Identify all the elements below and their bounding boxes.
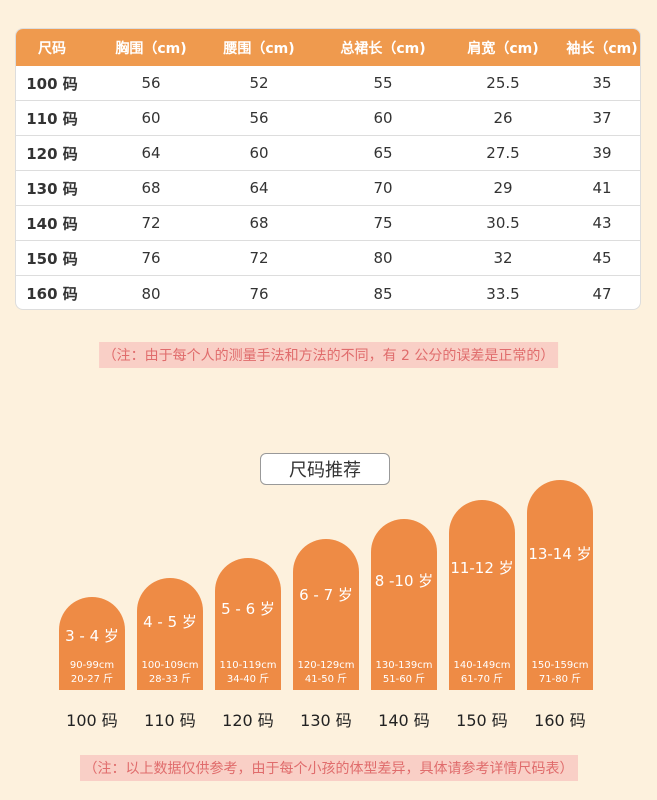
- header-cell: 总裙长（cm): [340, 40, 426, 57]
- height-range: 130-139cm: [375, 660, 433, 671]
- table-cell: 29: [493, 179, 513, 197]
- table-cell: 150 码: [26, 249, 78, 268]
- table-cell: 33.5: [486, 284, 520, 303]
- table-cell: 64: [249, 179, 269, 197]
- header-row: 尺码 胸围（cm) 腰围（cm) 总裙长（cm) 肩宽（cm) 袖长（cm): [16, 29, 640, 66]
- table-cell: 70: [373, 179, 393, 197]
- weight-range: 71-80 斤: [538, 674, 582, 685]
- table-cell: 32: [493, 249, 513, 267]
- age-label: 5 - 6 岁: [221, 599, 275, 618]
- table-cell: 43: [592, 214, 612, 232]
- age-bar: 6 - 7 岁 120-129cm 41-50 斤: [293, 538, 359, 690]
- height-range: 110-119cm: [219, 660, 277, 671]
- table-cell: 52: [249, 74, 269, 92]
- table-row: 100 码 56 52 55 25.5 35: [16, 66, 640, 101]
- height-range: 100-109cm: [141, 660, 199, 671]
- table-cell: 100 码: [26, 74, 78, 93]
- table-cell: 80: [373, 249, 393, 267]
- weight-range: 61-70 斤: [460, 674, 504, 685]
- size-table: 尺码 胸围（cm) 腰围（cm) 总裙长（cm) 肩宽（cm) 袖长（cm) 100 码 56…: [15, 28, 641, 310]
- table-cell: 76: [141, 249, 161, 267]
- header-cell: 腰围（cm): [223, 40, 295, 57]
- height-range: 150-159cm: [531, 660, 589, 671]
- size-label: 140 码: [378, 711, 430, 730]
- table-cell: 120 码: [26, 144, 78, 163]
- table-cell: 30.5: [486, 214, 520, 232]
- table-cell: 68: [249, 214, 269, 232]
- table-cell: 72: [141, 214, 161, 232]
- size-label: 160 码: [534, 711, 586, 730]
- header-cell: 尺码: [38, 40, 66, 57]
- note: （注：以上数据仅供参考，由于每个小孩的体型差异，具体请参考详情尺码表）: [79, 755, 578, 781]
- age-bar: 8 -10 岁 130-139cm 51-60 斤: [371, 519, 437, 690]
- table-cell: 39: [592, 144, 612, 162]
- age-bar: 5 - 6 岁 110-119cm 34-40 斤: [215, 558, 281, 690]
- table-row: 160 码 80 76 85 33.5 47: [16, 276, 640, 309]
- height-range: 140-149cm: [453, 660, 511, 671]
- weight-range: 51-60 斤: [382, 674, 426, 685]
- table-cell: 72: [249, 249, 269, 267]
- age-label: 4 - 5 岁: [143, 613, 197, 632]
- size-label: 120 码: [222, 711, 274, 730]
- table-cell: 37: [592, 109, 612, 127]
- table-cell: 27.5: [486, 144, 520, 162]
- table-cell: 35: [592, 74, 612, 92]
- age-label: 11-12 岁: [450, 558, 514, 577]
- height-range: 120-129cm: [297, 660, 355, 671]
- table-cell: 110 码: [26, 109, 78, 128]
- table-cell: 80: [141, 284, 161, 303]
- table-cell: 76: [249, 284, 269, 303]
- table-cell: 75: [373, 214, 393, 232]
- table-cell: 55: [373, 74, 393, 92]
- weight-range: 28-33 斤: [148, 674, 192, 685]
- size-label: 150 码: [456, 711, 508, 730]
- note: （注：由于每个人的测量手法和方法的不同，有 2 公分的误差是正常的）: [98, 342, 559, 368]
- table-cell: 60: [249, 144, 269, 162]
- size-label: 100 码: [66, 711, 118, 730]
- table-cell: 85: [373, 284, 393, 303]
- height-range: 90-99cm: [69, 660, 115, 671]
- table-cell: 56: [141, 74, 161, 92]
- header-cell: 袖长（cm): [566, 40, 638, 57]
- age-bar: 4 - 5 岁 100-109cm 28-33 斤: [137, 577, 203, 690]
- table-row: 120 码 64 60 65 27.5 39: [16, 136, 640, 171]
- header-cell: 胸围（cm): [115, 40, 187, 57]
- table-row: 140 码 72 68 75 30.5 43: [16, 206, 640, 241]
- weight-range: 41-50 斤: [304, 674, 348, 685]
- table-row: 110 码 60 56 60 26 37: [16, 101, 640, 136]
- table-cell: 60: [373, 109, 393, 127]
- table-cell: 160 码: [26, 285, 78, 303]
- weight-range: 20-27 斤: [70, 674, 114, 685]
- age-bar: 13-14 岁 150-159cm 71-80 斤: [527, 480, 593, 690]
- table-cell: 26: [493, 109, 513, 127]
- age-label: 13-14 岁: [528, 545, 592, 563]
- header-cell: 肩宽（cm): [467, 40, 539, 57]
- age-label: 6 - 7 岁: [299, 585, 353, 604]
- size-label: 110 码: [144, 711, 196, 730]
- section-title: 尺码推荐: [260, 453, 390, 485]
- age-label: 3 - 4 岁: [65, 626, 119, 645]
- size-label: 130 码: [300, 711, 352, 730]
- table-cell: 68: [141, 179, 161, 197]
- age-label: 8 -10 岁: [374, 572, 434, 591]
- table-cell: 25.5: [486, 74, 520, 92]
- table-cell: 41: [592, 179, 612, 197]
- table-cell: 65: [373, 144, 393, 162]
- table-cell: 140 码: [26, 214, 78, 233]
- table-cell: 60: [141, 109, 161, 127]
- table-cell: 130 码: [26, 179, 78, 198]
- table-row: 150 码 76 72 80 32 45: [16, 241, 640, 276]
- age-bar: 3 - 4 岁 90-99cm 20-27 斤: [59, 597, 125, 690]
- table-cell: 64: [141, 144, 161, 162]
- table-cell: 47: [592, 284, 612, 303]
- age-bar: 11-12 岁 140-149cm 61-70 斤: [449, 499, 515, 690]
- table-cell: 56: [249, 109, 269, 127]
- table-cell: 45: [592, 249, 612, 267]
- weight-range: 34-40 斤: [226, 674, 270, 685]
- table-row: 130 码 68 64 70 29 41: [16, 171, 640, 206]
